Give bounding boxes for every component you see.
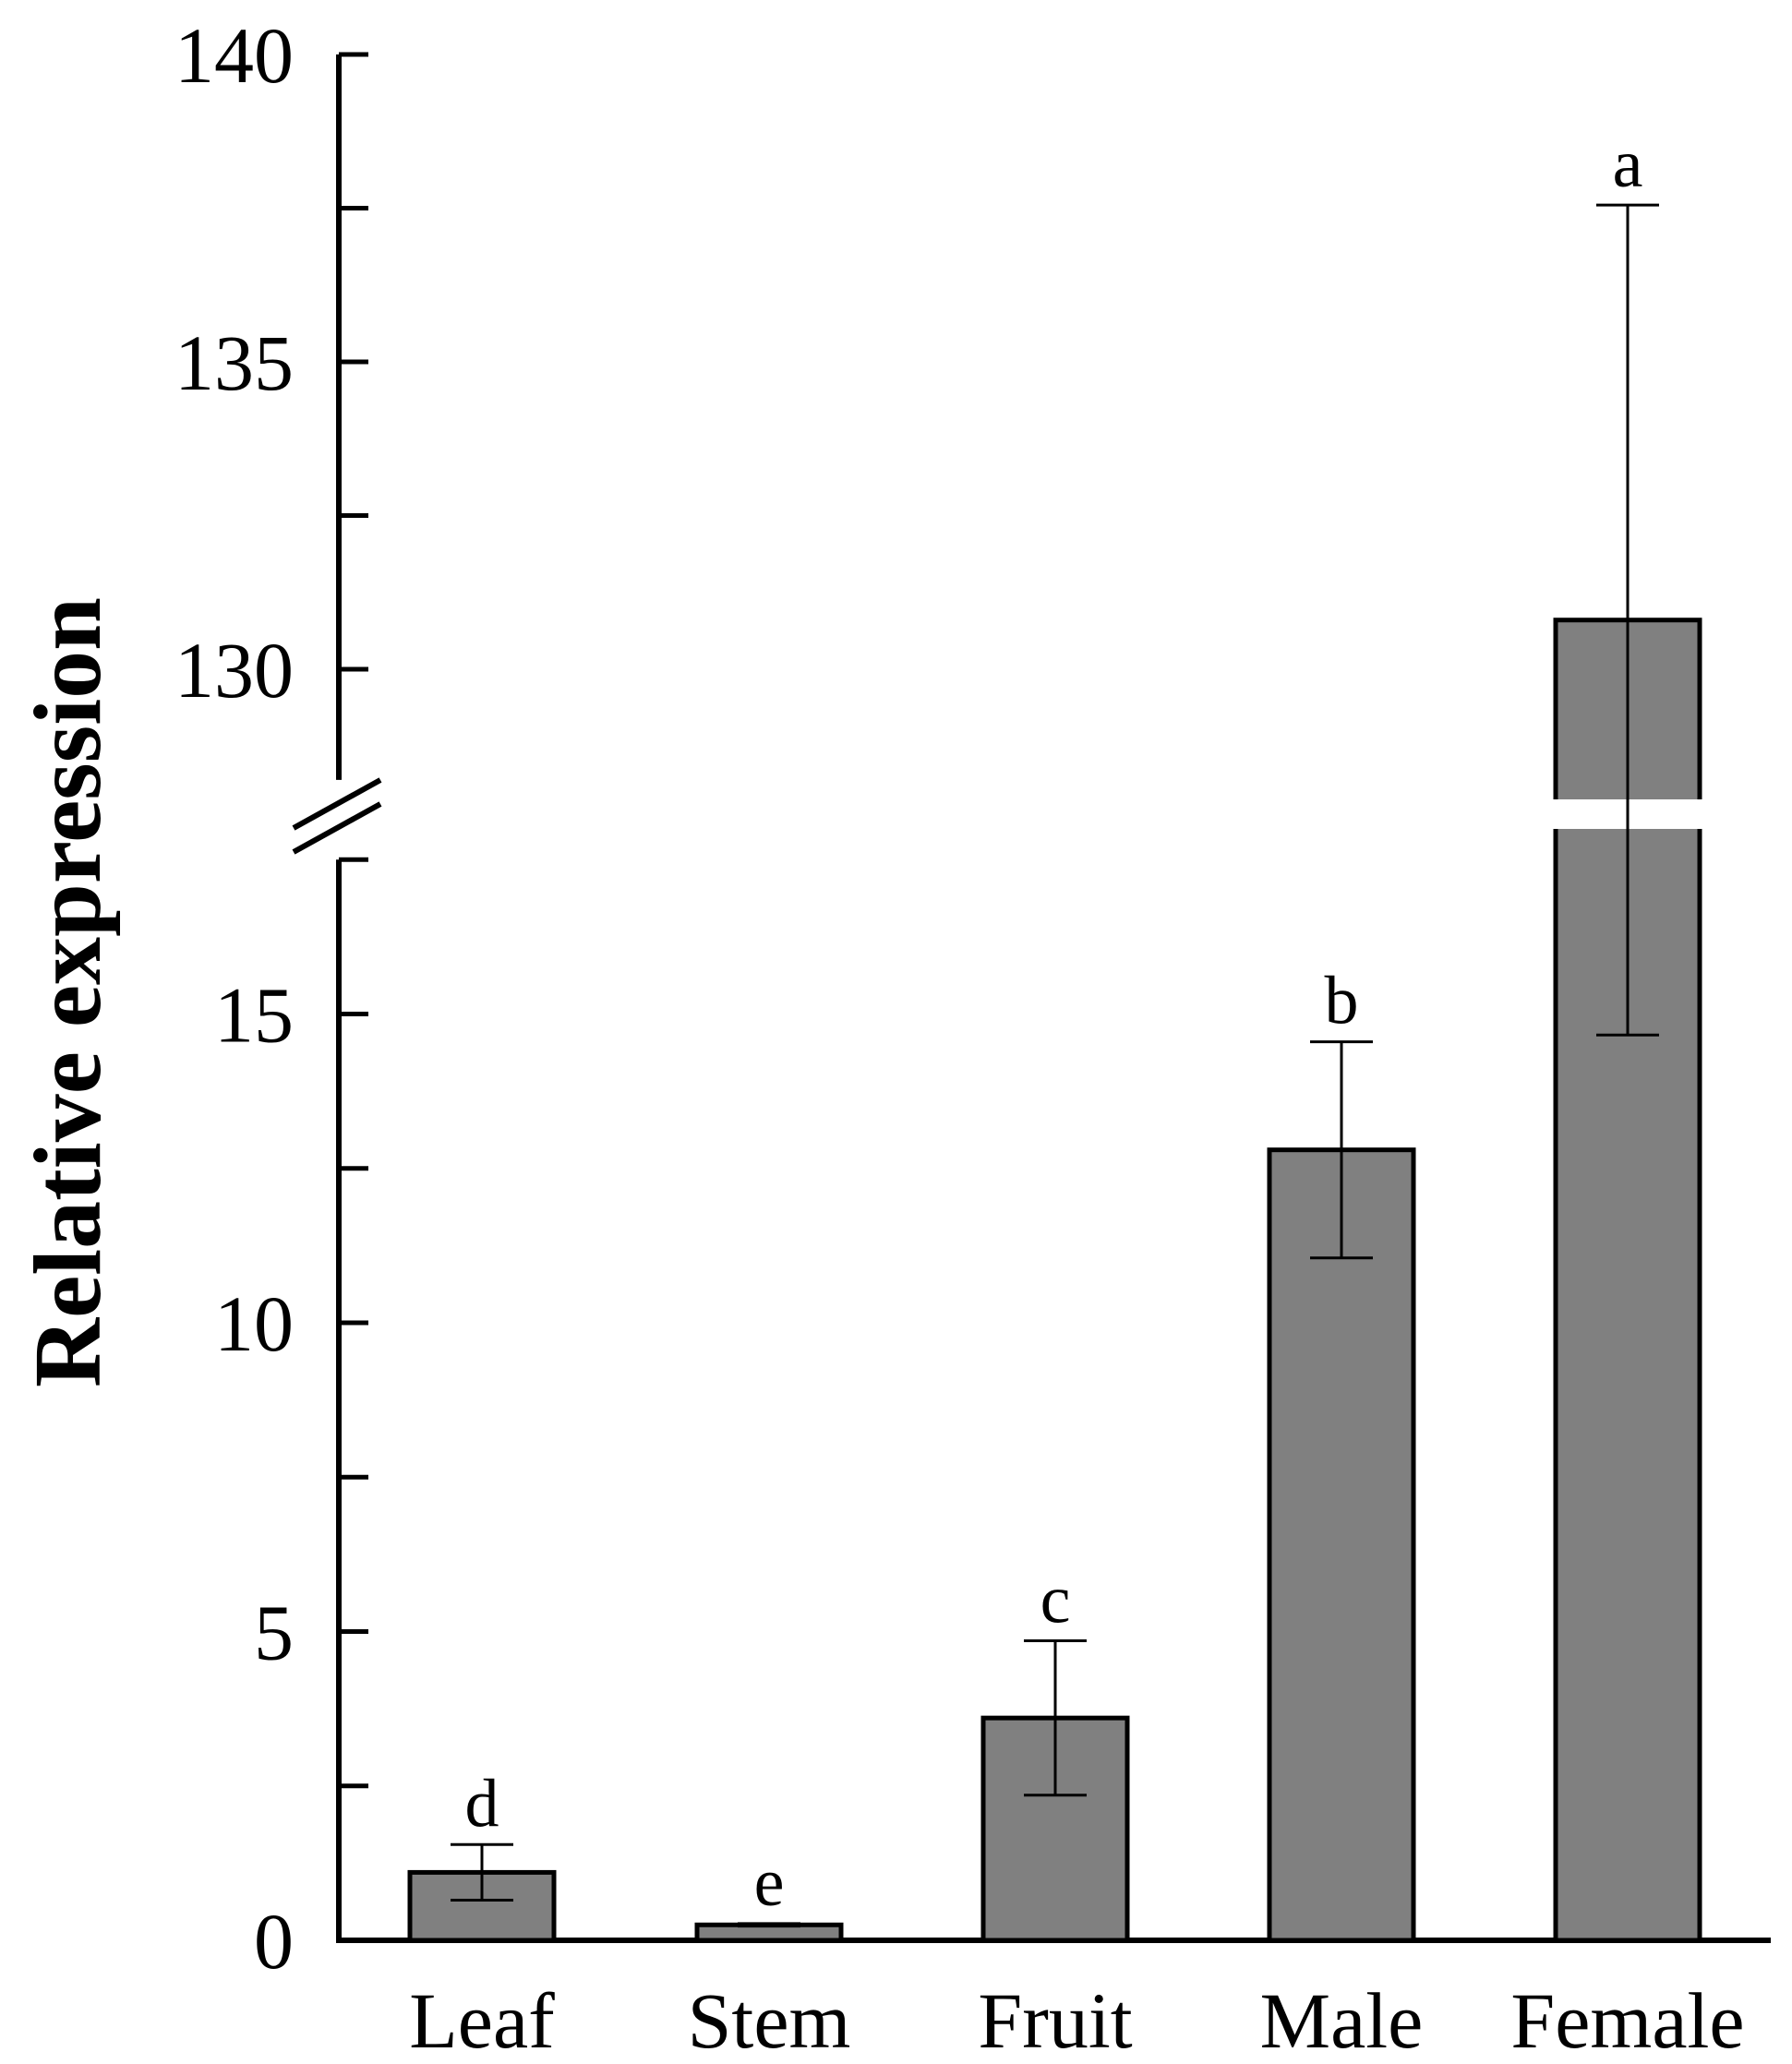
axis-break-mark [292,801,382,855]
y-axis-label: Relative expression [15,597,121,1387]
axes [292,54,1771,1943]
bar-female [1553,618,1702,1943]
y-tick-label: 15 [214,971,294,1060]
significance-letters: d e c b a [465,126,1643,1921]
significance-letter: a [1613,126,1643,202]
bars [407,618,1703,1943]
y-tick-label: 140 [174,11,294,100]
significance-letter: d [465,1766,499,1842]
axis-break-mark [292,777,382,831]
y-tick-label: 135 [174,318,294,407]
error-bars [451,203,1659,1928]
y-tick-label: 130 [174,626,294,714]
y-tick-label: 5 [254,1589,294,1677]
x-tick-label: Fruit [978,1976,1132,2064]
significance-letter: e [754,1845,785,1921]
significance-letter: c [1040,1563,1071,1638]
y-tick-label: 0 [254,1897,294,1986]
bar-male [1267,1147,1416,1943]
y-tick-label: 10 [214,1279,294,1368]
x-tick-label: Male [1260,1976,1424,2064]
x-tick-label: Female [1510,1976,1744,2064]
x-tick-labels: Leaf Stem Fruit Male Female [409,1976,1744,2064]
x-tick-label: Leaf [409,1976,555,2064]
y-ticks: 130 135 140 0 5 10 15 [174,11,368,1986]
significance-letter: b [1325,964,1359,1039]
x-tick-label: Stem [688,1976,851,2064]
